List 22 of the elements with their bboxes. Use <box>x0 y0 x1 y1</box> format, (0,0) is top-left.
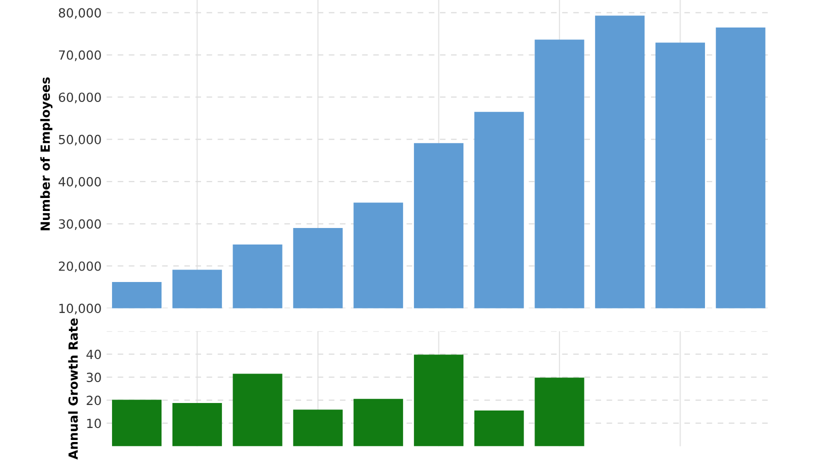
y-tick-label: 20 <box>86 396 101 406</box>
y-tick-label: 20,000 <box>58 261 101 272</box>
bar <box>293 410 343 446</box>
bar <box>414 354 464 446</box>
y-tick-label: 30,000 <box>58 219 101 230</box>
y-tick-label: 40 <box>86 350 101 360</box>
bar <box>172 402 222 446</box>
bar <box>474 410 524 446</box>
y-axis-title: Annual Growth Rate <box>68 318 78 460</box>
y-tick-label: 10 <box>87 418 101 428</box>
bar <box>534 378 584 446</box>
y-tick-label: 60,000 <box>58 92 101 104</box>
y-tick-label: 50,000 <box>58 134 101 146</box>
bar <box>112 400 162 446</box>
y-tick-label: 30 <box>86 372 101 382</box>
bar <box>354 398 404 446</box>
y-tick-label: 10,000 <box>59 304 101 314</box>
y-tick-label: 70,000 <box>59 50 101 62</box>
y-axis-title: Number of Employees <box>40 77 52 230</box>
y-tick-label: 40,000 <box>58 177 101 188</box>
y-tick-label: 80,000 <box>58 8 101 19</box>
bar <box>232 374 282 446</box>
